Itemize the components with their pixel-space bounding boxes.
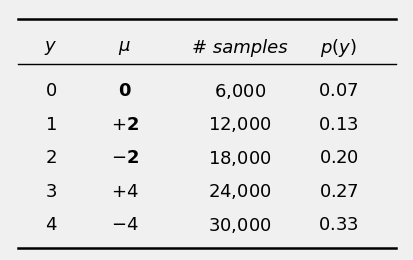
Text: $-\mathbf{2}$: $-\mathbf{2}$ xyxy=(111,149,138,167)
Text: $0.33$: $0.33$ xyxy=(318,216,358,234)
Text: $+\mathbf{2}$: $+\mathbf{2}$ xyxy=(111,116,138,134)
Text: $0.20$: $0.20$ xyxy=(318,149,358,167)
Text: $p(y)$: $p(y)$ xyxy=(320,37,356,59)
Text: $24{,}000$: $24{,}000$ xyxy=(208,182,271,201)
Text: $0.27$: $0.27$ xyxy=(318,183,358,201)
Text: $1$: $1$ xyxy=(45,116,57,134)
Text: $0.07$: $0.07$ xyxy=(318,82,358,100)
Text: $6{,}000$: $6{,}000$ xyxy=(213,82,265,101)
Text: # samples: # samples xyxy=(192,39,287,57)
Text: $+4$: $+4$ xyxy=(111,183,138,201)
Text: $0.13$: $0.13$ xyxy=(318,116,358,134)
Text: $2$: $2$ xyxy=(45,149,57,167)
Text: $12{,}000$: $12{,}000$ xyxy=(208,115,271,134)
Text: $30{,}000$: $30{,}000$ xyxy=(208,216,271,235)
Text: $0$: $0$ xyxy=(45,82,57,100)
Text: $\mathbf{0}$: $\mathbf{0}$ xyxy=(118,82,131,100)
Text: $3$: $3$ xyxy=(45,183,57,201)
Text: $-4$: $-4$ xyxy=(111,216,138,234)
Text: $18{,}000$: $18{,}000$ xyxy=(208,149,271,168)
Text: $4$: $4$ xyxy=(45,216,57,234)
Text: $y$: $y$ xyxy=(44,39,57,57)
Text: $\mu$: $\mu$ xyxy=(118,39,131,57)
